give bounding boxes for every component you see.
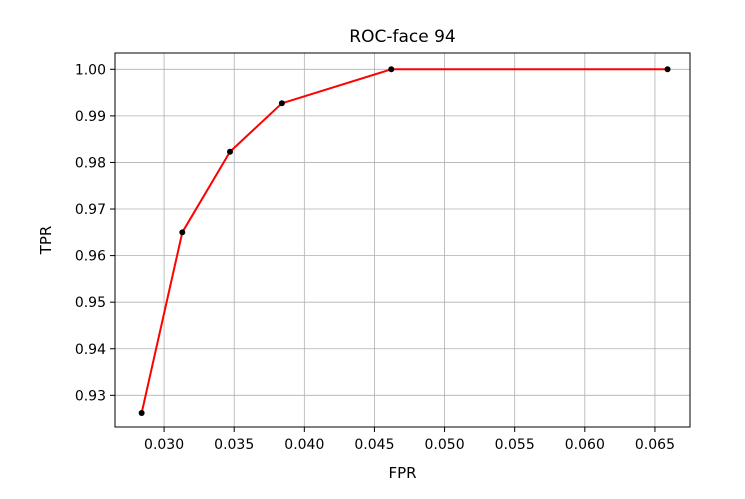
x-axis-label: FPR: [388, 464, 416, 482]
chart-title: ROC-face 94: [349, 27, 455, 47]
y-tick-label: 0.95: [75, 295, 106, 311]
y-tick-label: 1.00: [75, 62, 106, 78]
roc-data-point: [388, 66, 395, 73]
x-tick-label: 0.050: [425, 437, 465, 453]
roc-curve-line: [140, 68, 668, 414]
x-tick-label: 0.055: [495, 437, 535, 453]
y-tick-label: 0.93: [75, 388, 106, 404]
x-tick-label: 0.035: [214, 437, 254, 453]
y-tick-label: 0.97: [75, 202, 106, 218]
y-tick-label: 0.98: [75, 155, 106, 171]
x-tick-label: 0.040: [284, 437, 324, 453]
plot-frame: [114, 52, 691, 428]
x-tick-label: 0.065: [635, 437, 675, 453]
grid: [115, 53, 690, 427]
y-tick-label: 0.96: [75, 249, 106, 265]
y-tick-label: 0.94: [75, 342, 106, 358]
y-axis-ticks: 0.93 0.94 0.95 0.96 0.97 0.98 0.99 1.00: [75, 62, 115, 404]
x-tick-label: 0.060: [565, 437, 605, 453]
x-tick-label: 0.030: [144, 437, 184, 453]
roc-data-point: [138, 410, 145, 417]
roc-data-point: [278, 100, 285, 107]
y-axis-label: TPR: [37, 226, 55, 256]
plot-series: [138, 66, 671, 417]
x-tick-label: 0.045: [354, 437, 394, 453]
x-axis-ticks: 0.030 0.035 0.040 0.045 0.050 0.055 0.060 0.065: [144, 427, 675, 453]
y-tick-label: 0.99: [75, 109, 106, 125]
roc-data-point: [664, 66, 671, 73]
roc-data-point: [179, 229, 186, 236]
roc-data-point: [227, 148, 233, 155]
